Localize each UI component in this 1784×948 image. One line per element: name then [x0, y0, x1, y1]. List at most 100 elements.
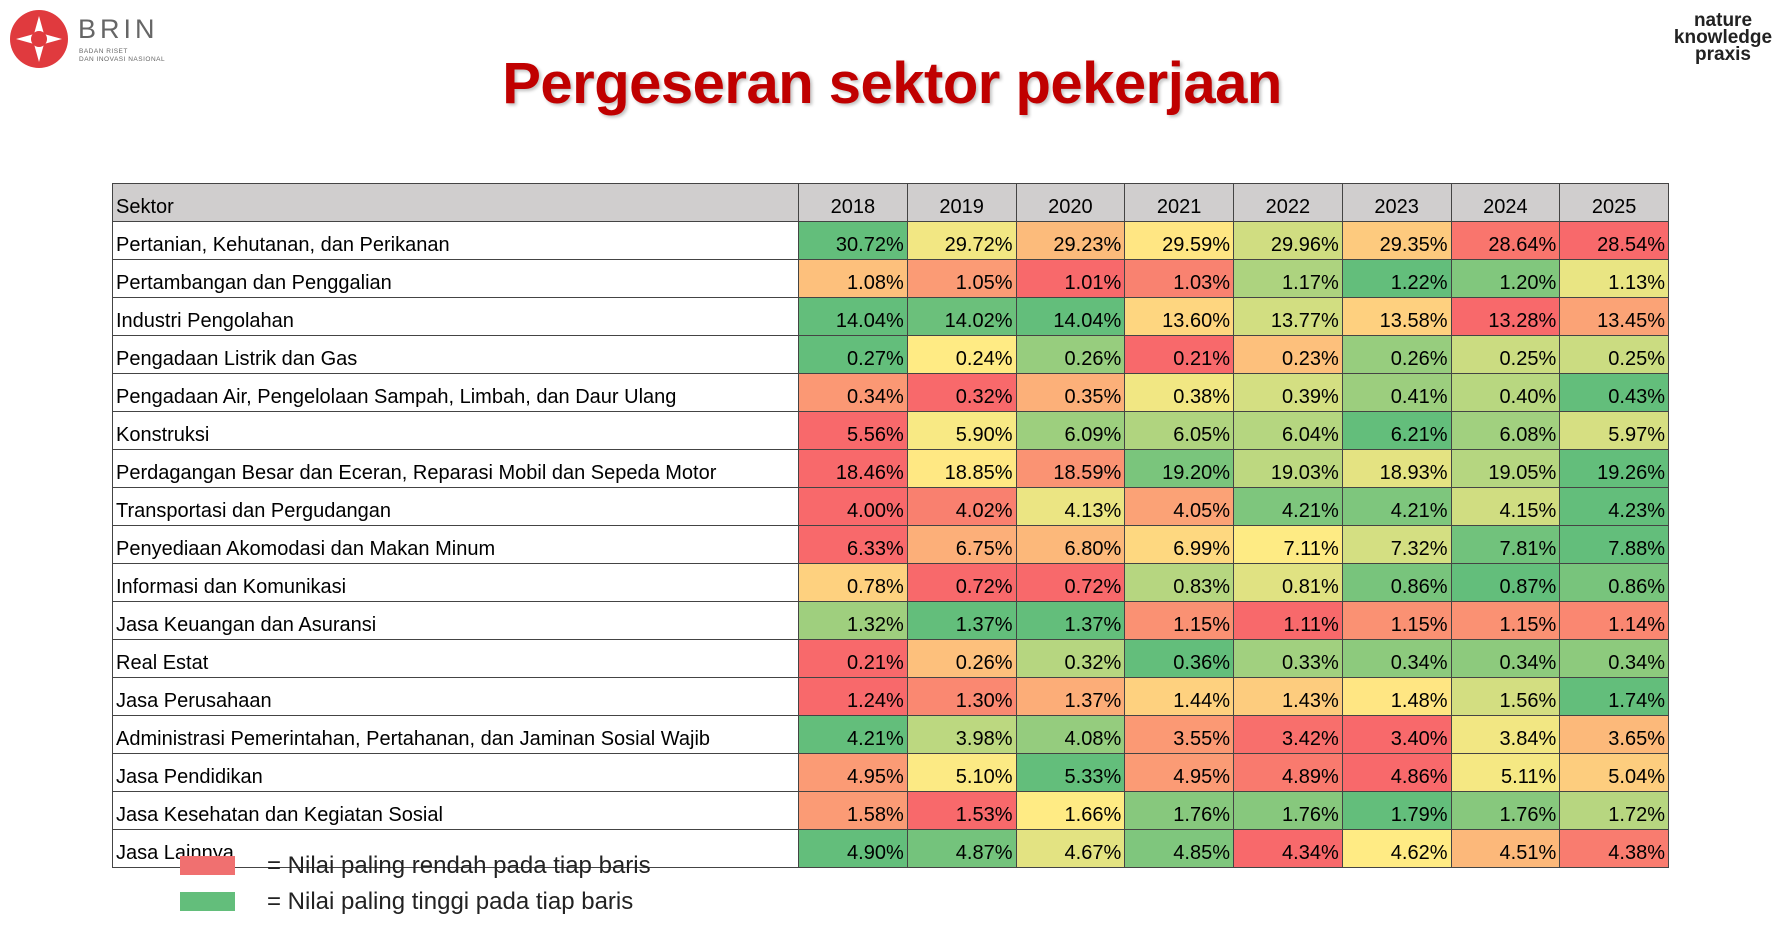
value-cell: 4.23%	[1559, 487, 1669, 526]
title: Pergeseran sektor pekerjaan	[502, 51, 1282, 116]
value-cell: 0.34%	[798, 373, 908, 412]
value-cell: 19.20%	[1124, 449, 1234, 488]
legend-label: = Nilai paling rendah pada tiap baris	[267, 852, 651, 879]
value-cell: 0.36%	[1124, 639, 1234, 678]
value-cell: 29.96%	[1233, 221, 1343, 260]
value-cell: 0.72%	[1015, 563, 1126, 602]
value-cell: 4.62%	[1341, 829, 1452, 868]
value-cell: 1.37%	[1015, 677, 1126, 716]
value-cell: 5.56%	[798, 411, 908, 450]
value-cell: 0.34%	[1341, 639, 1452, 678]
sector-cell: Industri Pengolahan	[112, 297, 799, 336]
value-cell: 4.38%	[1559, 829, 1669, 868]
value-cell: 1.72%	[1559, 791, 1669, 830]
sector-cell: Pengadaan Listrik dan Gas	[112, 335, 799, 374]
table-row: Real Estat 0.21% 0.26% 0.32% 0.36% 0.33% 0.34%…	[112, 639, 1669, 678]
header-cell: 2019	[906, 183, 1017, 222]
value-cell: 3.55%	[1124, 715, 1234, 754]
value-cell: 4.21%	[1341, 487, 1452, 526]
value-cell: 0.34%	[1450, 639, 1561, 678]
value-cell: 13.77%	[1233, 297, 1343, 336]
value-cell: 1.17%	[1233, 259, 1343, 298]
sector-cell: Pertambangan dan Penggalian	[112, 259, 799, 298]
sector-cell: Transportasi dan Pergudangan	[112, 487, 799, 526]
value-cell: 5.10%	[906, 753, 1017, 792]
value-cell: 4.90%	[798, 829, 908, 868]
legend-swatch	[180, 892, 235, 911]
value-cell: 5.90%	[906, 411, 1017, 450]
value-cell: 1.11%	[1233, 601, 1343, 640]
value-cell: 1.20%	[1450, 259, 1561, 298]
header-cell: 2020	[1015, 183, 1126, 222]
value-cell: 0.26%	[906, 639, 1017, 678]
table-row: Jasa Keuangan dan Asuransi 1.32% 1.37% 1.37…	[112, 601, 1669, 640]
value-cell: 19.26%	[1559, 449, 1669, 488]
table-row: Pengadaan Air, Pengelolaan Sampah, Limba…	[112, 373, 1669, 412]
value-cell: 4.34%	[1233, 829, 1343, 868]
value-cell: 0.25%	[1450, 335, 1561, 374]
value-cell: 6.08%	[1450, 411, 1561, 450]
value-cell: 6.33%	[798, 525, 908, 564]
value-cell: 1.15%	[1450, 601, 1561, 640]
value-cell: 0.21%	[1124, 335, 1234, 374]
value-cell: 1.79%	[1341, 791, 1452, 830]
logo-text: knowledge	[1673, 27, 1773, 48]
value-cell: 7.32%	[1341, 525, 1452, 564]
value-cell: 1.22%	[1341, 259, 1452, 298]
value-cell: 7.11%	[1233, 525, 1343, 564]
value-cell: 0.25%	[1559, 335, 1669, 374]
header-row: Sektor 2018 2019 2020 2021 2022 2023 2024 2025	[112, 183, 1669, 222]
header-cell: 2025	[1559, 183, 1669, 222]
value-cell: 4.95%	[1124, 753, 1234, 792]
value-cell: 0.26%	[1015, 335, 1126, 374]
value-cell: 0.27%	[798, 335, 908, 374]
value-cell: 0.86%	[1341, 563, 1452, 602]
legend-label: = Nilai paling tinggi pada tiap baris	[267, 888, 634, 915]
value-cell: 4.89%	[1233, 753, 1343, 792]
value-cell: 0.78%	[798, 563, 908, 602]
value-cell: 0.33%	[1233, 639, 1343, 678]
value-cell: 4.51%	[1450, 829, 1561, 868]
table-row: Administrasi Pemerintahan, Pertahanan, d…	[112, 715, 1669, 754]
value-cell: 0.24%	[906, 335, 1017, 374]
value-cell: 0.41%	[1341, 373, 1452, 412]
header-cell: 2022	[1233, 183, 1343, 222]
value-cell: 4.21%	[798, 715, 908, 754]
value-cell: 3.65%	[1559, 715, 1669, 754]
value-cell: 1.44%	[1124, 677, 1234, 716]
value-cell: 1.76%	[1450, 791, 1561, 830]
value-cell: 18.59%	[1015, 449, 1126, 488]
sector-cell: Administrasi Pemerintahan, Pertahanan, d…	[112, 715, 799, 754]
table-row: Jasa Kesehatan dan Kegiatan Sosial 1.58% 1…	[112, 791, 1669, 830]
value-cell: 14.04%	[1015, 297, 1126, 336]
value-cell: 7.88%	[1559, 525, 1669, 564]
sector-cell: Jasa Kesehatan dan Kegiatan Sosial	[112, 791, 799, 830]
value-cell: 6.99%	[1124, 525, 1234, 564]
value-cell: 28.54%	[1559, 221, 1669, 260]
legend-swatch	[180, 856, 235, 875]
value-cell: 6.09%	[1015, 411, 1126, 450]
logo-subtext: DAN INOVASI NASIONAL	[79, 56, 166, 63]
value-cell: 6.05%	[1124, 411, 1234, 450]
table-row: Penyediaan Akomodasi dan Makan Minum 6.33…	[112, 525, 1669, 564]
header-cell: Sektor	[112, 183, 799, 222]
value-cell: 0.32%	[1015, 639, 1126, 678]
value-cell: 0.21%	[798, 639, 908, 678]
value-cell: 29.72%	[906, 221, 1017, 260]
sector-cell: Pengadaan Air, Pengelolaan Sampah, Limba…	[112, 373, 799, 412]
sector-cell: Pertanian, Kehutanan, dan Perikanan	[112, 221, 799, 260]
value-cell: 1.32%	[798, 601, 908, 640]
header-cell: 2021	[1124, 183, 1234, 222]
table-row: Pertanian, Kehutanan, dan Perikanan 30.72…	[112, 221, 1669, 260]
value-cell: 5.04%	[1559, 753, 1669, 792]
sector-cell: Perdagangan Besar dan Eceran, Reparasi M…	[112, 449, 799, 488]
sector-cell: Jasa Keuangan dan Asuransi	[112, 601, 799, 640]
value-cell: 1.76%	[1233, 791, 1343, 830]
value-cell: 13.60%	[1124, 297, 1234, 336]
value-cell: 4.95%	[798, 753, 908, 792]
value-cell: 1.74%	[1559, 677, 1669, 716]
value-cell: 0.26%	[1341, 335, 1452, 374]
value-cell: 0.43%	[1559, 373, 1669, 412]
value-cell: 6.21%	[1341, 411, 1452, 450]
